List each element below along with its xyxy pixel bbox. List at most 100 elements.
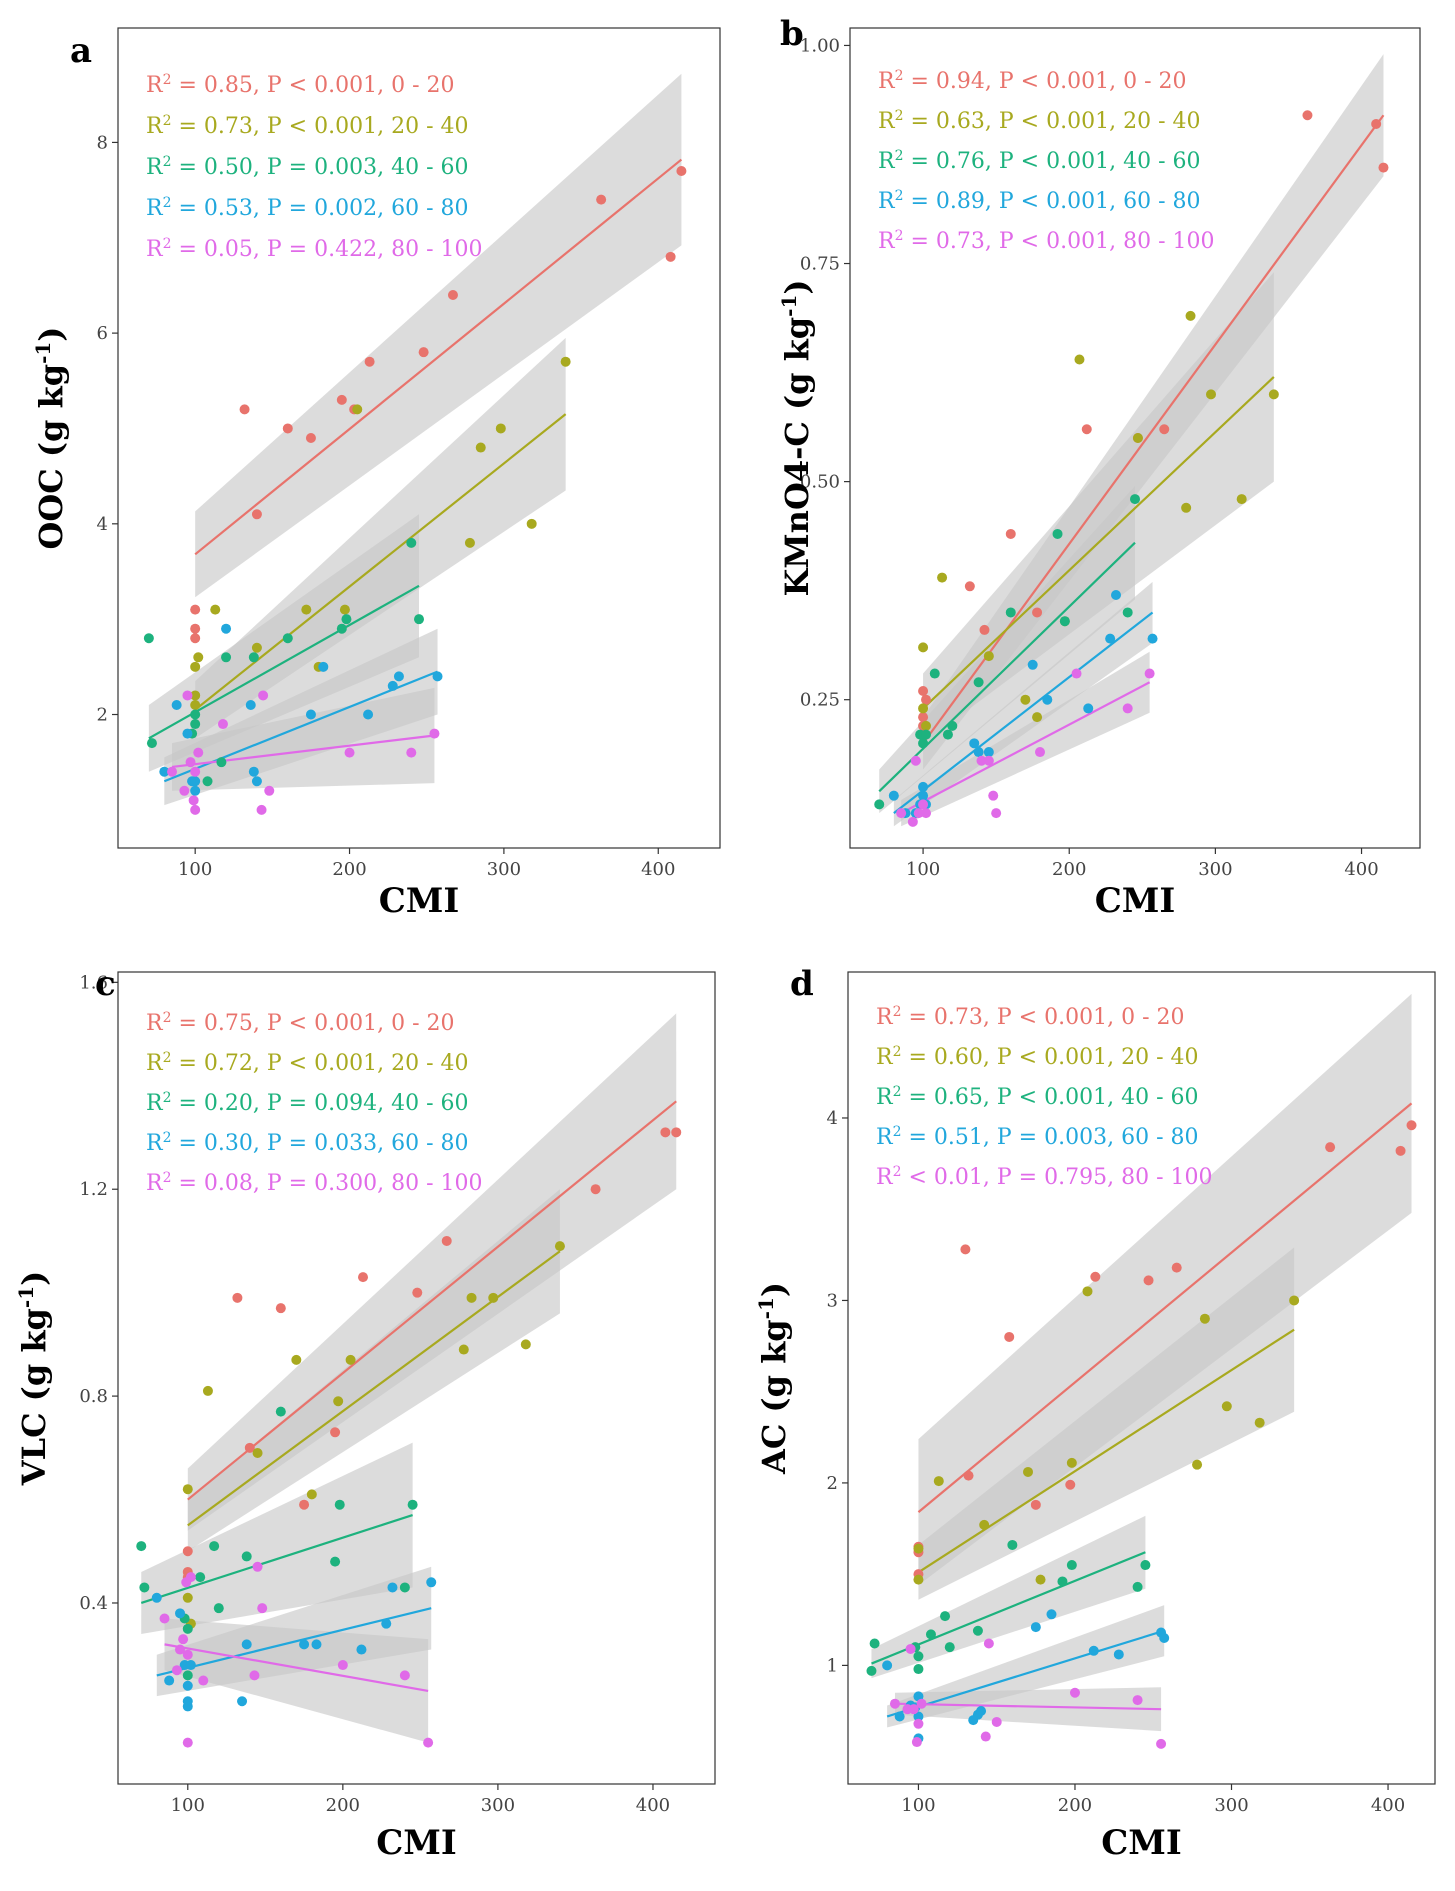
y-axis-label: VLC (g kg-1) <box>14 1271 53 1487</box>
data-point <box>983 755 994 766</box>
data-point <box>190 709 201 720</box>
fit-line-80-100 <box>894 1702 1162 1711</box>
data-point <box>216 757 227 768</box>
data-point <box>1027 659 1038 670</box>
data-point <box>866 1665 877 1676</box>
panel-b: 100 200 300 400 0.25 0.50 0.75 1.00b CMI KMnO4-C … <box>777 14 1421 921</box>
y-tick-label: 2 <box>97 705 108 726</box>
data-point <box>911 1737 922 1748</box>
data-point <box>1030 1499 1041 1510</box>
data-point <box>1130 494 1140 505</box>
data-point <box>407 1499 418 1510</box>
data-point <box>1052 528 1063 539</box>
y-tick-label: 0.4 <box>79 1593 108 1614</box>
data-point <box>185 1572 196 1583</box>
x-tick-label: 400 <box>636 1795 670 1816</box>
data-point <box>1081 424 1092 435</box>
legend-entry: R2 = 0.76, P < 0.001, 40 - 60 <box>878 148 1201 174</box>
data-point <box>251 509 262 520</box>
data-point <box>918 703 929 714</box>
data-point <box>182 1546 193 1557</box>
data-point <box>921 729 931 740</box>
data-point <box>182 1696 193 1707</box>
x-tick-label: 300 <box>481 1795 515 1816</box>
data-point <box>1156 1738 1167 1749</box>
y-tick-label: 2 <box>827 1473 838 1494</box>
data-point <box>918 712 929 723</box>
data-point <box>1132 1581 1143 1592</box>
y-tick-label: 8 <box>97 132 108 153</box>
data-point <box>241 1551 252 1562</box>
data-point <box>190 719 201 730</box>
data-point <box>1185 310 1196 321</box>
data-point <box>406 747 417 758</box>
data-point <box>913 1711 924 1722</box>
x-axis-label: CMI <box>379 881 460 921</box>
data-point <box>913 1574 924 1585</box>
data-point <box>182 1623 193 1634</box>
data-point <box>889 1698 900 1709</box>
fit-line-80-100 <box>900 681 1151 815</box>
fit-line-20-40 <box>922 376 1275 710</box>
panel-letter: c <box>95 964 116 1004</box>
data-point <box>590 1184 601 1195</box>
data-point <box>151 1592 162 1603</box>
y-tick-label: 4 <box>97 514 108 535</box>
legend-entry: R2 = 0.05, P = 0.422, 80 - 100 <box>146 236 483 262</box>
data-point <box>429 728 440 739</box>
panel-a: 100 200 300 400 2 4 6 8 a CMI OOC (g kg-1) R2 = 0.8… <box>31 27 721 921</box>
data-point <box>336 394 347 405</box>
data-point <box>202 1385 213 1396</box>
data-point <box>190 633 201 644</box>
data-point <box>1132 1695 1143 1706</box>
panel-letter: a <box>70 31 92 71</box>
confidence-band-0-20 <box>195 73 682 598</box>
data-point <box>299 1639 310 1650</box>
legend-entry: R2 = 0.73, P < 0.001, 0 - 20 <box>876 1004 1185 1030</box>
data-point <box>282 633 293 644</box>
confidence-band-0-20 <box>918 993 1412 1586</box>
data-point <box>671 1127 682 1138</box>
fit-line-60-80 <box>893 611 1154 814</box>
data-point <box>960 1244 971 1255</box>
data-point <box>1268 389 1279 400</box>
data-point <box>258 690 269 701</box>
data-point <box>918 642 929 653</box>
data-point <box>1042 694 1053 705</box>
fit-line-80-100 <box>171 734 435 769</box>
data-point <box>905 1643 916 1654</box>
data-point <box>182 1680 193 1691</box>
data-point <box>1378 162 1389 173</box>
data-point <box>464 537 475 548</box>
data-point <box>1057 1576 1068 1587</box>
data-point <box>159 1613 170 1624</box>
data-point <box>393 671 404 682</box>
data-point <box>136 1541 147 1552</box>
data-point <box>139 1582 150 1593</box>
data-point <box>202 776 213 787</box>
data-point <box>334 1499 345 1510</box>
data-point <box>221 652 232 663</box>
data-point <box>969 738 980 749</box>
data-point <box>896 808 907 819</box>
x-tick-label: 300 <box>1214 1795 1248 1816</box>
data-point <box>190 785 201 796</box>
data-point <box>251 642 262 653</box>
x-tick-label: 300 <box>1198 859 1232 880</box>
data-point <box>257 1603 268 1614</box>
legend-entry: R2 = 0.65, P < 0.001, 40 - 60 <box>876 1084 1199 1110</box>
data-point <box>488 1292 499 1303</box>
y-tick-label: 0.8 <box>79 1386 108 1407</box>
data-point <box>423 1737 434 1748</box>
data-point <box>1140 1560 1151 1571</box>
data-point <box>414 614 424 625</box>
data-point <box>1005 528 1016 539</box>
data-point <box>337 1660 348 1671</box>
data-point <box>1144 668 1155 679</box>
data-point <box>458 1344 469 1355</box>
data-point <box>193 747 204 758</box>
data-point <box>1046 1609 1057 1620</box>
data-point <box>1030 1622 1041 1633</box>
data-point <box>1035 747 1045 758</box>
